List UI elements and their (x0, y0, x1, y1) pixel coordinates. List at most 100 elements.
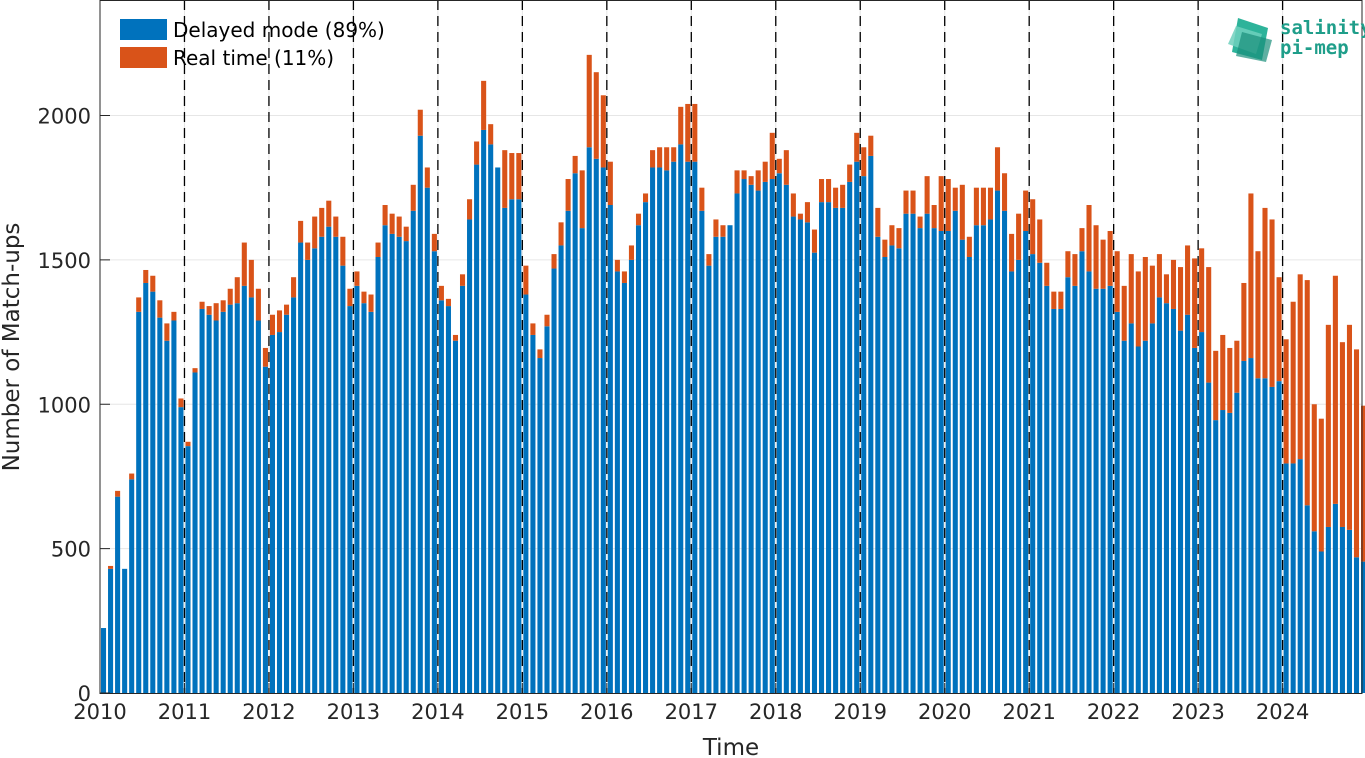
bar-real-time (1234, 340, 1240, 393)
x-tick-label: 2011 (158, 700, 211, 724)
bar-real-time (699, 187, 705, 211)
bar-real-time (579, 170, 585, 229)
bar-real-time (129, 473, 135, 480)
logo-line-2: pi-mep (1280, 37, 1349, 59)
bar-delayed-mode (748, 184, 754, 694)
bar-real-time (748, 176, 754, 185)
bar-delayed-mode (452, 340, 459, 693)
bar-real-time (861, 147, 867, 177)
legend-label-delayed: Delayed mode (89%) (173, 18, 385, 42)
x-tick-label: 2021 (1002, 700, 1055, 724)
bar-delayed-mode (1269, 386, 1275, 693)
bar-real-time (227, 288, 233, 305)
bar-real-time (537, 349, 543, 359)
bar-real-time (143, 269, 149, 283)
bar-delayed-mode (241, 285, 247, 693)
bar-real-time (354, 271, 360, 286)
bar-delayed-mode (108, 568, 114, 693)
bar-delayed-mode (811, 252, 818, 693)
bar-delayed-mode (1339, 526, 1345, 693)
bar-real-time (1163, 274, 1169, 304)
bar-delayed-mode (530, 334, 536, 693)
bar-delayed-mode (537, 358, 543, 693)
bar-delayed-mode (319, 236, 325, 693)
bar-real-time (826, 179, 832, 203)
bar-delayed-mode (495, 167, 501, 694)
bar-real-time (741, 170, 747, 180)
bar-real-time (1255, 251, 1261, 379)
bar-delayed-mode (558, 245, 564, 693)
bar-delayed-mode (727, 225, 733, 693)
bar-delayed-mode (699, 210, 705, 693)
bar-delayed-mode (586, 147, 592, 693)
bar-delayed-mode (678, 144, 684, 693)
bar-real-time (1332, 275, 1338, 504)
bar-delayed-mode (797, 219, 803, 693)
bar-real-time (1128, 254, 1134, 324)
bar-real-time (178, 398, 184, 408)
y-ticks: 0 500 1000 1500 2000 (38, 105, 110, 706)
logo-wave-icon (1228, 18, 1272, 62)
bar-real-time (1361, 405, 1365, 562)
bar-real-time (1290, 301, 1296, 464)
legend-swatch-delayed (120, 19, 167, 40)
bar-real-time (854, 132, 860, 162)
bar-delayed-mode (1030, 254, 1036, 693)
bar-real-time (1114, 251, 1120, 312)
bar-real-time (488, 124, 494, 145)
bar-real-time (1142, 256, 1148, 341)
bars (100, 54, 1365, 694)
bar-delayed-mode (664, 170, 670, 694)
bar-delayed-mode (1142, 340, 1148, 693)
bar-delayed-mode (129, 479, 135, 693)
bar-real-time (333, 216, 339, 237)
x-tick-label: 2015 (496, 700, 549, 724)
bar-delayed-mode (840, 207, 846, 693)
bar-real-time (269, 314, 275, 335)
bar-delayed-mode (980, 225, 986, 693)
bar-real-time (452, 334, 459, 341)
bar-delayed-mode (551, 268, 557, 693)
bar-delayed-mode (924, 213, 930, 694)
bar-real-time (206, 306, 212, 315)
bar-real-time (931, 205, 937, 229)
bar-real-time (657, 147, 663, 168)
bar-delayed-mode (790, 216, 796, 693)
bar-real-time (284, 304, 290, 315)
bar-real-time (467, 199, 473, 220)
bar-real-time (833, 187, 839, 208)
x-tick-label: 2024 (1256, 700, 1309, 724)
bar-delayed-mode (657, 167, 663, 694)
bar-delayed-mode (917, 228, 923, 694)
bar-delayed-mode (854, 161, 860, 693)
bar-delayed-mode (1220, 410, 1226, 693)
bar-real-time (1339, 342, 1345, 527)
bar-real-time (1241, 282, 1247, 361)
bar-real-time (924, 176, 930, 214)
bar-delayed-mode (1234, 392, 1240, 693)
bar-delayed-mode (1325, 526, 1331, 693)
bar-real-time (1199, 248, 1205, 333)
bar-real-time (671, 147, 677, 162)
bar-real-time (220, 300, 226, 312)
bar-delayed-mode (206, 314, 212, 693)
bar-real-time (1325, 324, 1331, 527)
bar-delayed-mode (269, 334, 275, 693)
bar-real-time (896, 228, 902, 249)
bar-real-time (481, 80, 487, 130)
bar-delayed-mode (305, 259, 311, 693)
bar-delayed-mode (403, 241, 409, 693)
logo-line-1: salinity (1280, 17, 1365, 39)
bar-delayed-mode (600, 167, 606, 694)
bar-delayed-mode (1086, 271, 1092, 693)
bar-real-time (586, 54, 592, 148)
bar-delayed-mode (347, 306, 353, 693)
x-tick-label: 2017 (665, 700, 718, 724)
bar-real-time (474, 141, 480, 165)
x-tick-label: 2022 (1087, 700, 1140, 724)
bar-delayed-mode (255, 320, 261, 693)
bar-delayed-mode (431, 251, 437, 693)
bar-real-time (291, 277, 297, 298)
bar-real-time (1002, 173, 1008, 211)
bar-delayed-mode (467, 219, 473, 693)
